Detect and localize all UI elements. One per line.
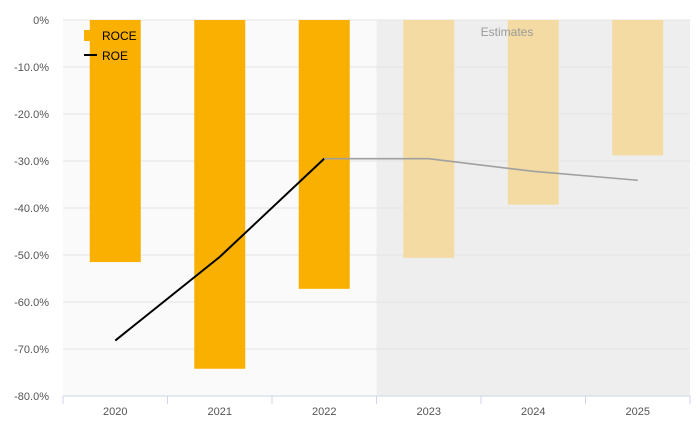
y-tick-label: -80.0%	[14, 391, 49, 403]
roe-line-actual	[114, 157, 325, 342]
roce-bar	[194, 20, 246, 369]
x-tick-label: 2020	[103, 406, 127, 418]
legend-roe-label: ROE	[102, 49, 128, 63]
axes: 0% -10.0% -20.0% -30.0% -40.0% -50.0% -60.0% -7…	[14, 15, 691, 418]
x-tick-label: 2023	[417, 406, 441, 418]
grid-lines	[63, 19, 690, 397]
legend: ROCE ROE	[84, 29, 137, 63]
y-tick-label: -30.0%	[14, 156, 49, 168]
y-tick-label: -50.0%	[14, 250, 49, 262]
y-tick-label: -20.0%	[14, 109, 49, 121]
y-tick-label: -60.0%	[14, 297, 49, 309]
legend-roce-label: ROCE	[102, 29, 137, 43]
roce-bar	[612, 20, 664, 156]
roce-bars	[89, 20, 664, 369]
y-tick-label: -70.0%	[14, 344, 49, 356]
y-tick-label: -10.0%	[14, 62, 49, 74]
estimates-label: Estimates	[481, 25, 534, 39]
roce-bar	[403, 20, 455, 258]
roe-line-estimate	[324, 157, 638, 182]
roce-bar	[298, 20, 350, 289]
y-tick-label: 0%	[33, 15, 49, 27]
y-tick-label: -40.0%	[14, 203, 49, 215]
roe-line	[114, 157, 638, 342]
x-tick-label: 2024	[521, 406, 545, 418]
roce-bar	[89, 20, 141, 263]
roce-bar	[507, 20, 559, 205]
x-tick-label: 2022	[312, 406, 336, 418]
x-tick-label: 2021	[208, 406, 232, 418]
legend-roce-swatch	[84, 30, 95, 41]
x-tick-label: 2025	[626, 406, 650, 418]
